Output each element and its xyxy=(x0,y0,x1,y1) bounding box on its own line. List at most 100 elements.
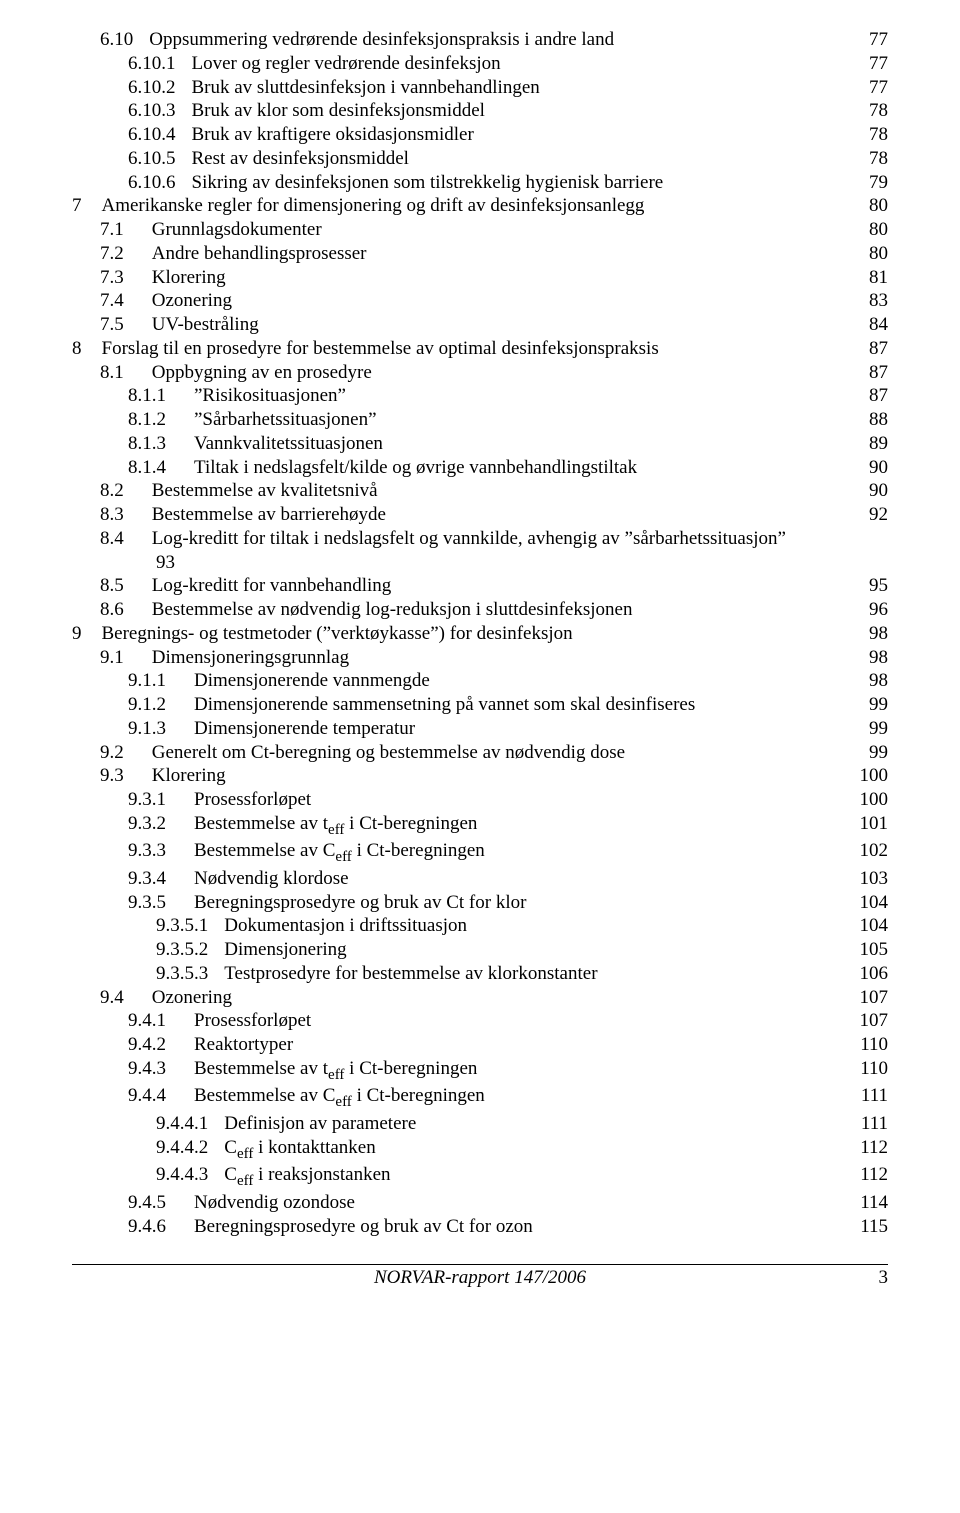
toc-page: 83 xyxy=(860,289,888,313)
toc-number: 8.6 xyxy=(100,598,124,622)
toc-title: Vannkvalitetssituasjonen xyxy=(194,432,383,456)
toc-page: 89 xyxy=(860,432,888,456)
toc-title: Amerikanske regler for dimensjonering og… xyxy=(102,194,645,218)
toc-entry: 9.1Dimensjoneringsgrunnlag98 xyxy=(72,646,888,670)
toc-title: Log-kreditt for tiltak i nedslagsfelt og… xyxy=(152,527,888,551)
toc-number: 9.3.4 xyxy=(128,867,166,891)
toc-number: 9.2 xyxy=(100,741,124,765)
toc-title: Dimensjonerende vannmengde xyxy=(194,669,430,693)
toc-page: 77 xyxy=(860,28,888,52)
toc-title: Rest av desinfeksjonsmiddel xyxy=(192,147,409,171)
toc-entry: 9.3.5.2Dimensjonering105 xyxy=(72,938,888,962)
toc-title: Testprosedyre for bestemmelse av klorkon… xyxy=(224,962,597,986)
toc-page: 99 xyxy=(860,717,888,741)
toc-number: 6.10.5 xyxy=(128,147,176,171)
toc-number: 6.10 xyxy=(100,28,133,52)
toc-entry: 9.3.5.1Dokumentasjon i driftssituasjon10… xyxy=(72,914,888,938)
toc-title: Reaktortyper xyxy=(194,1033,293,1057)
toc-entry: 9.3.3Bestemmelse av Ceff i Ct-beregninge… xyxy=(72,839,888,867)
toc-title: Dimensjoneringsgrunnlag xyxy=(152,646,349,670)
toc-number: 9.4.4 xyxy=(128,1084,166,1108)
toc-entry: 9.4.4.1Definisjon av parametere111 xyxy=(72,1112,888,1136)
table-of-contents: 6.10Oppsummering vedrørende desinfeksjon… xyxy=(72,28,888,1238)
footer: NORVAR-rapport 147/2006 3 xyxy=(72,1265,888,1299)
toc-number: 9.3.5 xyxy=(128,891,166,915)
toc-title: Beregnings- og testmetoder (”verktøykass… xyxy=(102,622,573,646)
toc-number: 6.10.1 xyxy=(128,52,176,76)
toc-page: 95 xyxy=(860,574,888,598)
toc-title: Definisjon av parametere xyxy=(224,1112,416,1136)
toc-title: Dimensjonerende sammensetning på vannet … xyxy=(194,693,695,717)
toc-number: 6.10.3 xyxy=(128,99,176,123)
toc-page: 90 xyxy=(860,479,888,503)
toc-page: 98 xyxy=(860,646,888,670)
toc-title: Bruk av kraftigere oksidasjonsmidler xyxy=(192,123,474,147)
toc-entry: 8.1.3Vannkvalitetssituasjonen89 xyxy=(72,432,888,456)
toc-entry: 9.3.4Nødvendig klordose103 xyxy=(72,867,888,891)
toc-entry: 9.1.1Dimensjonerende vannmengde98 xyxy=(72,669,888,693)
toc-number: 7.4 xyxy=(100,289,124,313)
toc-entry: 9.1.3Dimensjonerende temperatur99 xyxy=(72,717,888,741)
toc-page: 92 xyxy=(860,503,888,527)
toc-number: 9.1.2 xyxy=(128,693,166,717)
toc-page: 107 xyxy=(860,1009,889,1033)
toc-number: 8.2 xyxy=(100,479,124,503)
toc-number: 9.3 xyxy=(100,764,124,788)
toc-page: 110 xyxy=(860,1033,888,1057)
toc-page: 107 xyxy=(860,986,889,1010)
toc-entry: 9.3 Klorering 100 xyxy=(72,764,888,788)
toc-page: 96 xyxy=(860,598,888,622)
toc-number: 7.1 xyxy=(100,218,124,242)
toc-page: 106 xyxy=(860,962,889,986)
toc-page: 98 xyxy=(860,669,888,693)
toc-entry: 9.4.5Nødvendig ozondose114 xyxy=(72,1191,888,1215)
toc-title: Log-kreditt for vannbehandling xyxy=(152,574,392,598)
toc-title: Beregningsprosedyre og bruk av Ct for oz… xyxy=(194,1215,533,1239)
toc-page: 114 xyxy=(860,1191,888,1215)
toc-title: Ceff i reaksjonstanken xyxy=(224,1163,390,1191)
toc-entry: 9.4.4 Bestemmelse av Ceff i Ct-beregninge… xyxy=(72,1084,888,1112)
toc-entry: 9.1.2 Dimensjonerende sammensetning på va… xyxy=(72,693,888,717)
toc-title: Bestemmelse av Ceff i Ct-beregningen xyxy=(194,1084,485,1112)
toc-entry: 6.10.4Bruk av kraftigere oksidasjonsmidl… xyxy=(72,123,888,147)
toc-entry: 7.3Klorering81 xyxy=(72,266,888,290)
footer-label: NORVAR-rapport 147/2006 xyxy=(374,1267,586,1288)
toc-entry: 9.4.1 Prosessforløpet 107 xyxy=(72,1009,888,1033)
toc-page: 99 xyxy=(860,693,888,717)
toc-page: 104 xyxy=(860,914,889,938)
footer-page-number: 3 xyxy=(879,1267,889,1289)
toc-page: 98 xyxy=(860,622,888,646)
toc-page: 90 xyxy=(860,456,888,480)
toc-page: 87 xyxy=(860,337,888,361)
toc-title: Prosessforløpet xyxy=(194,1009,311,1033)
toc-page: 100 xyxy=(860,764,889,788)
toc-entry: 9.4.4.2Ceff i kontakttanken112 xyxy=(72,1136,888,1164)
toc-title: Bestemmelse av teff i Ct-beregningen xyxy=(194,1057,477,1085)
toc-number: 9.4.6 xyxy=(128,1215,166,1239)
toc-title: Klorering xyxy=(152,764,226,788)
toc-number: 6.10.6 xyxy=(128,171,176,195)
toc-entry: 7.4Ozonering83 xyxy=(72,289,888,313)
toc-page: 103 xyxy=(860,867,889,891)
toc-entry: 9.4.3Bestemmelse av teff i Ct-beregninge… xyxy=(72,1057,888,1085)
toc-page: 77 xyxy=(860,52,888,76)
toc-page: 79 xyxy=(860,171,888,195)
toc-number: 9.1.3 xyxy=(128,717,166,741)
toc-number: 9.3.5.1 xyxy=(156,914,208,938)
toc-title: UV-bestråling xyxy=(152,313,259,337)
toc-page: 77 xyxy=(860,76,888,100)
toc-number: 8.5 xyxy=(100,574,124,598)
toc-page: 110 xyxy=(860,1057,888,1081)
toc-entry: 6.10.6Sikring av desinfeksjonen som tils… xyxy=(72,171,888,195)
toc-number: 8.4 xyxy=(100,527,124,551)
toc-number: 9.4.1 xyxy=(128,1009,166,1033)
toc-number: 9.3.1 xyxy=(128,788,166,812)
toc-entry: 7.2Andre behandlingsprosesser80 xyxy=(72,242,888,266)
toc-page: 100 xyxy=(860,788,889,812)
toc-entry: 6.10.3Bruk av klor som desinfeksjonsmidd… xyxy=(72,99,888,123)
toc-entry: 9.2Generelt om Ct-beregning og bestemmel… xyxy=(72,741,888,765)
toc-page: 84 xyxy=(860,313,888,337)
toc-number: 9.3.3 xyxy=(128,839,166,863)
toc-entry: 8.1.1”Risikosituasjonen”87 xyxy=(72,384,888,408)
toc-number: 9.3.5.3 xyxy=(156,962,208,986)
